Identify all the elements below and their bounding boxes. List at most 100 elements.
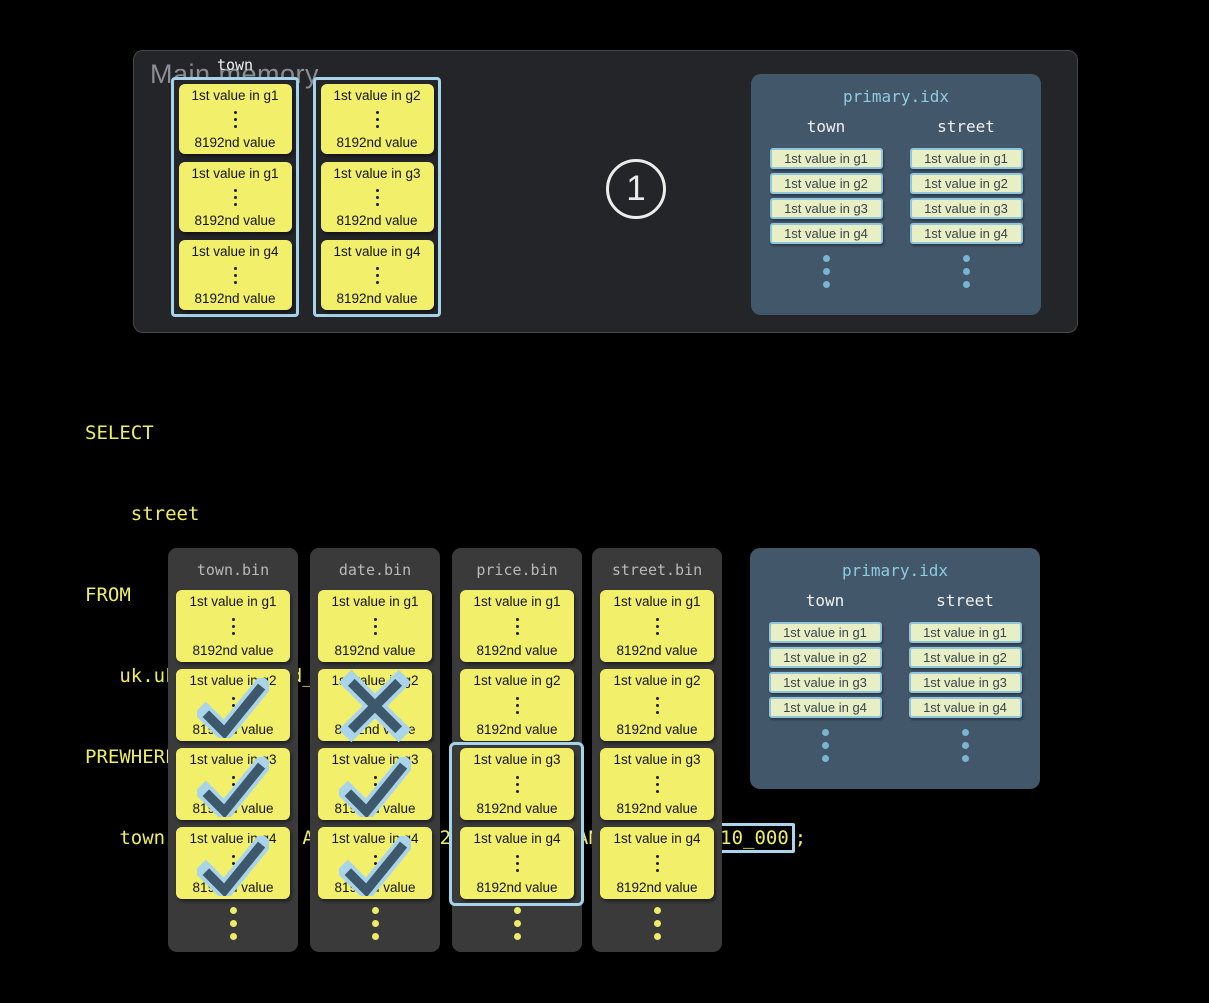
primary-index-title: primary.idx <box>842 561 948 580</box>
granule-first-value: 1st value in g3 <box>331 752 419 767</box>
ellipsis-icon <box>962 255 970 288</box>
granule-block: 1st value in g2 8192nd value <box>460 669 574 741</box>
granule-first-value: 1st value in g4 <box>613 831 701 846</box>
index-entry: 1st value in g4 <box>909 223 1023 244</box>
ellipsis-icon <box>231 854 235 872</box>
granule-block: 1st value in g4 8192nd value <box>176 827 290 899</box>
memory-column-2: 1st value in g2 8192nd value 1st value i… <box>313 77 441 317</box>
granule-first-value: 1st value in g4 <box>191 244 279 259</box>
index-column-header: street <box>936 591 994 610</box>
ellipsis-icon <box>515 617 519 635</box>
granule-last-value: 8192nd value <box>334 801 416 816</box>
granule-last-value: 8192nd value <box>476 643 558 658</box>
granule-first-value: 1st value in g1 <box>189 594 277 609</box>
ellipsis-icon <box>961 729 969 762</box>
primary-index-panel: primary.idx town 1st value in g1 1st val… <box>750 548 1040 789</box>
granule-block: 1st value in g1 8192nd value <box>460 590 574 662</box>
granule-last-value: 8192nd value <box>616 880 698 895</box>
granule-block: 1st value in g1 8192nd value <box>178 84 292 154</box>
granule-block: 1st value in g2 8192nd value <box>600 669 714 741</box>
column-file-name: date.bin <box>338 561 412 579</box>
column-file-blocks: 1st value in g1 8192nd value 1st value i… <box>310 590 440 899</box>
column-file-name: town.bin <box>196 561 270 579</box>
granule-block: 1st value in g1 8192nd value <box>178 162 292 232</box>
granule-block: 1st value in g1 8192nd value <box>318 590 432 662</box>
column-file-town-bin: town.bin 1st value in g1 8192nd value 1s… <box>168 548 298 952</box>
memory-column-1: 1st value in g1 8192nd value 1st value i… <box>171 77 299 317</box>
granule-last-value: 8192nd value <box>336 291 418 306</box>
granule-first-value: 1st value in g1 <box>191 88 279 103</box>
ellipsis-icon <box>373 854 377 872</box>
main-memory-panel: Main memory town 1st value in g1 8192nd … <box>133 50 1078 333</box>
granule-first-value: 1st value in g4 <box>333 244 421 259</box>
index-entry: 1st value in g3 <box>908 672 1022 693</box>
granule-block: 1st value in g3 8192nd value <box>176 748 290 820</box>
ellipsis-icon <box>515 775 519 793</box>
granule-last-value: 8192nd value <box>616 643 698 658</box>
ellipsis-icon <box>231 617 235 635</box>
granule-block: 1st value in g3 8192nd value <box>460 748 574 820</box>
index-entry: 1st value in g1 <box>908 622 1022 643</box>
granule-last-value: 8192nd value <box>336 213 418 228</box>
ellipsis-icon <box>515 696 519 714</box>
granule-last-value: 8192nd value <box>192 722 274 737</box>
index-column-town: town 1st value in g1 1st value in g2 1st… <box>769 117 883 288</box>
index-column-header: street <box>937 117 995 136</box>
granule-first-value: 1st value in g3 <box>613 752 701 767</box>
granule-block: 1st value in g2 8192nd value <box>320 84 434 154</box>
column-file-name: price.bin <box>476 561 558 579</box>
ellipsis-icon <box>168 907 298 940</box>
column-file-blocks: 1st value in g1 8192nd value 1st value i… <box>168 590 298 899</box>
index-column-header: town <box>805 591 845 610</box>
granule-block: 1st value in g3 8192nd value <box>600 748 714 820</box>
index-entry: 1st value in g3 <box>768 672 882 693</box>
primary-index-body: town 1st value in g1 1st value in g2 1st… <box>750 591 1040 762</box>
granule-block: 1st value in g3 8192nd value <box>320 162 434 232</box>
column-file-name: street.bin <box>611 561 703 579</box>
column-file-blocks: 1st value in g1 8192nd value 1st value i… <box>452 590 582 899</box>
granule-first-value: 1st value in g3 <box>473 752 561 767</box>
ellipsis-icon <box>310 907 440 940</box>
ellipsis-icon <box>375 110 379 128</box>
ellipsis-icon <box>233 110 237 128</box>
ellipsis-icon <box>452 907 582 940</box>
granule-first-value: 1st value in g2 <box>189 673 277 688</box>
granule-last-value: 8192nd value <box>192 801 274 816</box>
column-file-blocks: 1st value in g1 8192nd value 1st value i… <box>592 590 722 899</box>
ellipsis-icon <box>655 854 659 872</box>
sql-line: SELECT <box>85 422 154 444</box>
granule-first-value: 1st value in g4 <box>331 831 419 846</box>
primary-index-body: town 1st value in g1 1st value in g2 1st… <box>751 117 1041 288</box>
ellipsis-icon <box>373 696 377 714</box>
index-entry: 1st value in g2 <box>769 173 883 194</box>
index-entry: 1st value in g2 <box>909 173 1023 194</box>
index-column-street: street 1st value in g1 1st value in g2 1… <box>908 591 1022 762</box>
granule-last-value: 8192nd value <box>334 643 416 658</box>
ellipsis-icon <box>231 696 235 714</box>
step-number: 1 <box>626 169 646 208</box>
granule-last-value: 8192nd value <box>476 880 558 895</box>
granule-last-value: 8192nd value <box>616 801 698 816</box>
index-column-town: town 1st value in g1 1st value in g2 1st… <box>768 591 882 762</box>
ellipsis-icon <box>592 907 722 940</box>
sql-line: street <box>85 503 200 525</box>
memory-column-header: town <box>216 56 254 74</box>
granule-first-value: 1st value in g1 <box>613 594 701 609</box>
granule-block: 1st value in g1 8192nd value <box>600 590 714 662</box>
primary-index-title: primary.idx <box>843 87 949 106</box>
ellipsis-icon <box>373 775 377 793</box>
ellipsis-icon <box>655 775 659 793</box>
granule-first-value: 1st value in g2 <box>613 673 701 688</box>
index-entry: 1st value in g1 <box>768 622 882 643</box>
granule-first-value: 1st value in g3 <box>189 752 277 767</box>
granule-block: 1st value in g2 8192nd value <box>176 669 290 741</box>
sql-where-suffix: ; <box>794 827 807 849</box>
primary-index-panel: primary.idx town 1st value in g1 1st val… <box>751 74 1041 315</box>
index-entry: 1st value in g4 <box>908 697 1022 718</box>
sql-line: FROM <box>85 584 131 606</box>
ellipsis-icon <box>822 255 830 288</box>
granule-block: 1st value in g2 8192nd value <box>318 669 432 743</box>
index-entry: 1st value in g3 <box>909 198 1023 219</box>
granule-first-value: 1st value in g1 <box>191 166 279 181</box>
granule-last-value: 8192nd value <box>194 291 276 306</box>
